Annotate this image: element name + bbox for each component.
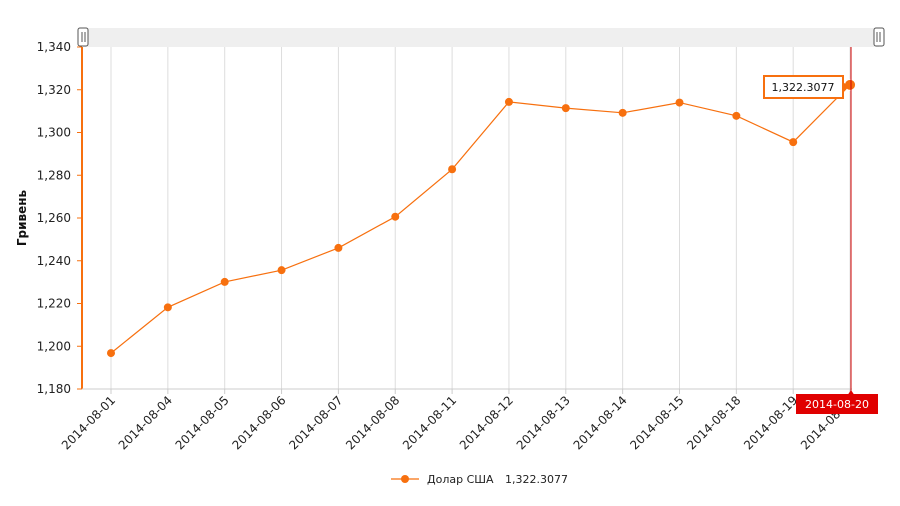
- navigator-bar[interactable]: [83, 28, 879, 47]
- tooltip-text: 1,322.3077: [772, 81, 835, 94]
- data-point[interactable]: [220, 277, 229, 286]
- data-point[interactable]: [277, 266, 286, 275]
- y-tick-label: 1,260: [37, 211, 71, 225]
- y-tick-label: 1,240: [37, 254, 71, 268]
- x-tick-label: 2014-08-18: [684, 393, 743, 452]
- y-tick-label: 1,280: [37, 168, 71, 182]
- series-points: [107, 78, 857, 358]
- x-tick-label: 2014-08-15: [627, 393, 686, 452]
- x-tick-label: 2014-08-12: [457, 393, 516, 452]
- y-tick-label: 1,220: [37, 297, 71, 311]
- x-tick-label: 2014-08-04: [116, 393, 175, 452]
- data-point[interactable]: [448, 165, 457, 174]
- series-line-usd: [110, 84, 851, 354]
- navigator-right-handle[interactable]: [873, 27, 885, 47]
- x-tick-label: 2014-08-05: [173, 393, 232, 452]
- x-tick-label: 2014-08-06: [229, 393, 288, 452]
- data-point[interactable]: [391, 212, 400, 221]
- x-tick-label: 2014-08-08: [343, 393, 402, 452]
- x-tick-label: 2014-08-07: [286, 393, 345, 452]
- y-tick-label: 1,340: [37, 40, 71, 54]
- data-point[interactable]: [107, 349, 115, 358]
- series-layer: [107, 78, 857, 358]
- grid-lines: [110, 47, 851, 389]
- x-tick-label: 2014-08-14: [571, 393, 630, 452]
- y-tick-label: 1,300: [37, 126, 71, 140]
- data-point[interactable]: [618, 108, 627, 117]
- data-point[interactable]: [789, 138, 798, 147]
- cursor-date-label: 2014-08-20: [796, 390, 878, 414]
- x-tick-label: 2014-08-19: [741, 393, 800, 452]
- y-tick-label: 1,320: [37, 83, 71, 97]
- data-point[interactable]: [732, 111, 741, 120]
- y-axis-label: Гривень: [15, 189, 29, 246]
- data-point[interactable]: [675, 98, 684, 107]
- cursor-date-text: 2014-08-20: [805, 398, 869, 411]
- legend-series-value: 1,322.3077: [505, 473, 568, 486]
- tooltip: 1,322.3077: [763, 75, 849, 99]
- legend[interactable]: Долар США 1,322.3077: [391, 473, 568, 486]
- data-point[interactable]: [504, 97, 513, 106]
- x-axis-ticks: 2014-08-012014-08-042014-08-052014-08-06…: [59, 389, 857, 452]
- navigator-left-handle[interactable]: [77, 27, 89, 47]
- data-point[interactable]: [163, 303, 172, 312]
- x-tick-label: 2014-08-13: [514, 393, 573, 452]
- legend-series-name: Долар США: [427, 473, 494, 486]
- legend-marker: [401, 475, 409, 483]
- data-point[interactable]: [334, 243, 343, 252]
- x-tick-label: 2014-08-11: [400, 393, 459, 452]
- y-tick-label: 1,180: [37, 382, 71, 396]
- y-tick-label: 1,200: [37, 339, 71, 353]
- data-point[interactable]: [561, 104, 570, 113]
- x-tick-label: 2014-08-01: [59, 393, 118, 452]
- y-axis-ticks: 1,180 1,200 1,220 1,240 1,260 1,280 1,300 1,320…: [37, 40, 82, 396]
